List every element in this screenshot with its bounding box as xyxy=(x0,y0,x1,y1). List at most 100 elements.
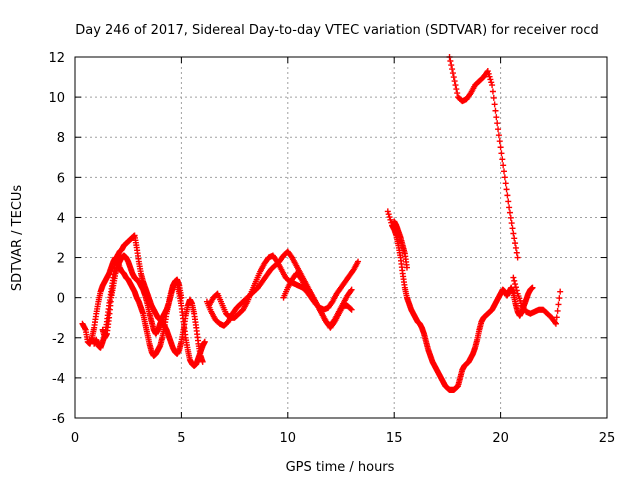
data-point xyxy=(385,211,392,218)
data-point xyxy=(497,144,504,151)
data-point xyxy=(449,70,456,77)
data-point xyxy=(454,90,461,97)
data-point xyxy=(486,73,493,80)
data-point xyxy=(490,94,497,101)
data-point xyxy=(495,132,502,139)
data-point xyxy=(453,86,460,93)
data-point xyxy=(201,338,208,345)
data-point xyxy=(512,240,519,247)
data-point xyxy=(507,214,514,221)
series-sat-g xyxy=(384,208,536,393)
data-point xyxy=(496,138,503,145)
data-point xyxy=(557,288,564,295)
y-tick-label: 12 xyxy=(48,51,65,66)
series-sat-b xyxy=(91,232,206,365)
data-point xyxy=(447,58,454,65)
x-tick-label: 25 xyxy=(599,431,616,446)
data-point xyxy=(512,284,519,291)
data-points xyxy=(79,54,564,393)
data-point xyxy=(498,150,505,157)
data-point xyxy=(492,107,499,114)
y-tick-label: 8 xyxy=(57,131,65,146)
x-axis-label: GPS time / hours xyxy=(286,460,395,475)
series-sat-j xyxy=(510,274,564,327)
data-point xyxy=(493,114,500,121)
data-point xyxy=(554,307,561,314)
data-point xyxy=(510,274,517,281)
data-point xyxy=(508,220,515,227)
x-tick-label: 0 xyxy=(71,431,79,446)
data-point xyxy=(450,74,457,81)
x-tick-label: 15 xyxy=(386,431,403,446)
y-tick-label: 6 xyxy=(57,171,65,186)
data-point xyxy=(502,180,509,187)
data-point xyxy=(512,244,519,251)
series-sat-d xyxy=(206,252,362,321)
data-point xyxy=(489,82,496,89)
data-point xyxy=(495,126,502,133)
data-point xyxy=(488,79,495,86)
y-tick-label: -6 xyxy=(52,412,65,427)
data-point xyxy=(485,70,492,77)
data-point xyxy=(491,101,498,108)
data-point xyxy=(514,254,521,261)
data-point xyxy=(499,156,506,163)
plot-frame xyxy=(74,56,608,419)
data-point xyxy=(347,287,354,294)
axis-ticks xyxy=(74,56,608,419)
data-point xyxy=(511,277,518,284)
data-point xyxy=(503,186,510,193)
data-point xyxy=(501,174,508,181)
data-point xyxy=(552,319,559,326)
data-point xyxy=(199,358,206,365)
data-point xyxy=(506,204,513,211)
data-point xyxy=(506,209,513,216)
y-tick-label: 4 xyxy=(57,211,65,226)
data-point xyxy=(387,216,394,223)
data-point xyxy=(452,82,459,89)
data-point xyxy=(348,286,355,293)
y-tick-label: 10 xyxy=(48,91,65,106)
y-tick-label: -2 xyxy=(52,332,65,347)
data-point xyxy=(552,320,559,327)
y-tick-label: -4 xyxy=(52,372,65,387)
y-tick-label: 0 xyxy=(57,292,65,307)
data-point xyxy=(451,78,458,85)
series-sat-f xyxy=(280,270,355,329)
data-point xyxy=(449,66,456,73)
data-point xyxy=(529,284,536,291)
data-point xyxy=(355,258,362,265)
data-point xyxy=(505,198,512,205)
data-point xyxy=(386,214,393,221)
data-point xyxy=(556,295,563,302)
chart-title: Day 246 of 2017, Sidereal Day-to-day VTE… xyxy=(75,23,599,38)
y-axis-label: SDTVAR / TECUs xyxy=(10,185,25,292)
y-tick-label: 2 xyxy=(57,252,65,267)
data-point xyxy=(504,192,511,199)
x-tick-label: 5 xyxy=(177,431,185,446)
series-sat-c xyxy=(99,252,185,341)
data-point xyxy=(403,264,410,271)
data-point xyxy=(509,225,516,232)
data-point xyxy=(555,301,562,308)
data-point xyxy=(512,281,519,288)
data-point xyxy=(500,162,507,169)
data-point xyxy=(501,168,508,175)
data-point xyxy=(487,76,494,83)
data-point xyxy=(178,294,185,301)
series-sat-h xyxy=(391,218,410,271)
data-point xyxy=(510,230,517,237)
data-point xyxy=(348,306,355,313)
data-point xyxy=(513,287,520,294)
grid xyxy=(75,57,607,418)
data-point xyxy=(384,208,391,215)
data-point xyxy=(494,120,501,127)
data-point xyxy=(347,305,354,312)
data-point xyxy=(448,62,455,69)
tick-labels: 0 5 10 15 20 25 -6 -4 -2 0 2 4 6 8 10 12 xyxy=(48,51,615,446)
data-point xyxy=(484,68,491,75)
data-point xyxy=(513,249,520,256)
x-tick-label: 10 xyxy=(280,431,297,446)
